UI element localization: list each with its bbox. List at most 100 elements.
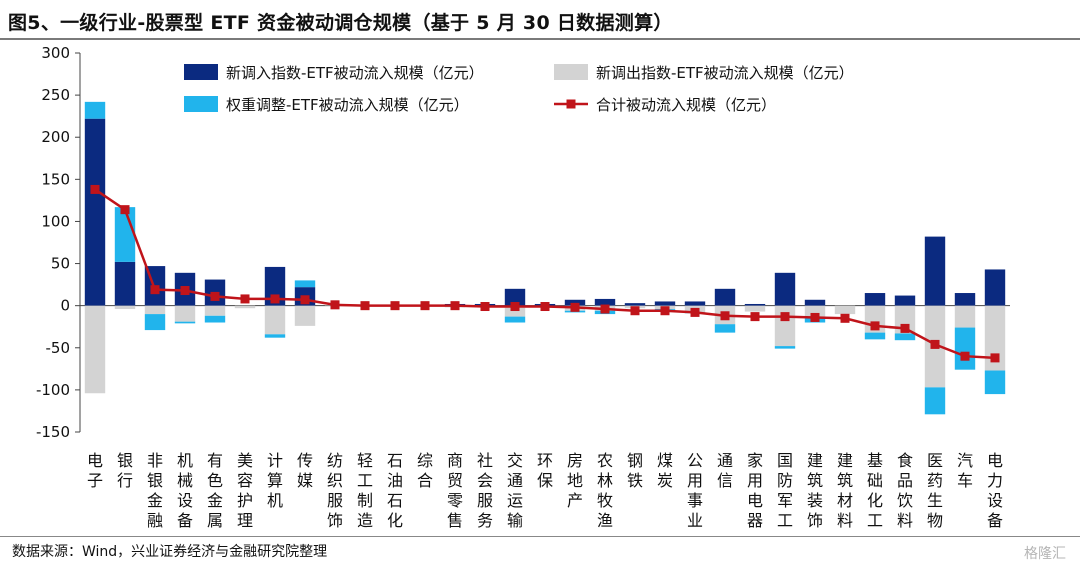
legend-swatch-new_out (554, 64, 588, 80)
category-label: 轻工制造 (357, 451, 373, 530)
legend-swatch-marker (566, 99, 576, 109)
bar-reweight (714, 324, 736, 333)
title-divider (0, 38, 1080, 40)
bar-new_out (234, 305, 256, 309)
bar-new_out (114, 305, 136, 310)
category-label: 有色金属 (207, 451, 223, 530)
bar-new_out (264, 305, 286, 335)
total-point (810, 312, 820, 322)
bar-new_in (84, 118, 106, 306)
category-label: 电力设备 (987, 451, 1003, 530)
y-tick-label: 300 (41, 44, 70, 62)
category-label: 医药生物 (927, 451, 943, 530)
category-label: 纺织服饰 (327, 451, 343, 530)
y-tick-label: -50 (46, 339, 71, 357)
total-point (540, 302, 550, 312)
total-point (300, 295, 310, 305)
category-label: 食品饮料 (897, 451, 913, 530)
category-label: 社会服务 (477, 451, 493, 530)
y-tick-label: -100 (36, 381, 70, 399)
total-point (750, 312, 760, 322)
bar-reweight (894, 333, 916, 341)
bar-new_in (804, 299, 826, 306)
bar-new_out (144, 305, 166, 315)
bar-new_in (954, 293, 976, 306)
category-label: 环保 (537, 451, 553, 490)
total-point (150, 285, 160, 295)
bar-new_out (834, 305, 856, 315)
legend-label: 新调出指数-ETF被动流入规模（亿元） (596, 64, 854, 82)
total-point (600, 304, 610, 314)
bar-reweight (264, 334, 286, 338)
category-label: 美容护理 (237, 451, 253, 530)
bar-new_out (984, 305, 1006, 371)
category-label: 国防军工 (777, 451, 793, 530)
watermark-text: 格隆汇 (1024, 546, 1066, 562)
bar-new_out (894, 305, 916, 334)
source-note: 数据来源：Wind，兴业证券经济与金融研究院整理 (12, 544, 328, 560)
bar-new_in (264, 266, 286, 306)
bar-new_out (204, 305, 226, 316)
bar-new_in (684, 301, 706, 306)
total-point (720, 311, 730, 321)
total-line (94, 188, 996, 360)
bar-new_in (594, 298, 616, 306)
bar-new_out (954, 305, 976, 328)
total-point (840, 313, 850, 323)
category-label: 机械设备 (177, 451, 193, 530)
y-tick-label: 0 (60, 297, 70, 315)
total-line-layer (90, 184, 1000, 363)
total-point (90, 184, 100, 194)
category-label: 建筑装饰 (807, 451, 823, 530)
total-point (780, 312, 790, 322)
bar-reweight (204, 315, 226, 323)
category-label: 钢铁 (627, 451, 643, 490)
category-label: 汽车 (957, 451, 973, 490)
total-point (390, 301, 400, 311)
total-point (360, 301, 370, 311)
total-point (570, 302, 580, 312)
category-label: 农林牧渔 (597, 451, 613, 530)
total-point (330, 300, 340, 310)
category-label: 电子 (87, 451, 103, 490)
bar-reweight (504, 316, 526, 323)
bar-new_out (744, 305, 766, 312)
category-label: 计算机 (267, 451, 283, 510)
bar-new_out (174, 305, 196, 322)
bar-reweight (774, 346, 796, 349)
bar-new_out (774, 305, 796, 347)
figure-title: 图5、一级行业-股票型 ETF 资金被动调仓规模（基于 5 月 30 日数据测算… (8, 12, 673, 34)
legend-label: 权重调整-ETF被动流入规模（亿元） (226, 96, 469, 114)
total-point (240, 294, 250, 304)
category-label: 交通运输 (507, 451, 523, 530)
legend-label: 合计被动流入规模（亿元） (596, 96, 776, 114)
bar-reweight (294, 280, 316, 288)
bar-new_out (294, 305, 316, 326)
bar-reweight (864, 332, 886, 340)
y-tick-label: 200 (41, 128, 70, 146)
category-label: 家用电器 (747, 451, 763, 530)
total-point (210, 291, 220, 301)
bar-new_in (624, 303, 646, 306)
bar-new_in (894, 295, 916, 306)
bar-new_out (84, 305, 106, 394)
legend-label: 新调入指数-ETF被动流入规模（亿元） (226, 64, 484, 82)
total-point (660, 306, 670, 316)
total-point (690, 307, 700, 317)
total-point (480, 302, 490, 312)
legend: 新调入指数-ETF被动流入规模（亿元） 新调出指数-ETF被动流入规模（亿元） 权重… (184, 64, 854, 114)
bar-reweight (174, 321, 196, 324)
category-label: 商贸零售 (447, 451, 463, 530)
bar-new_in (564, 299, 586, 306)
bar-new_in (924, 236, 946, 306)
bar-new_in (654, 301, 676, 306)
category-label: 公用事业 (687, 451, 703, 530)
y-tick-label: 150 (41, 170, 70, 188)
category-label: 非银金融 (147, 451, 163, 530)
total-point (870, 321, 880, 331)
category-label: 房地产 (567, 451, 583, 510)
legend-swatch-reweight (184, 96, 218, 112)
total-point (990, 353, 1000, 363)
category-label: 石油石化 (387, 451, 403, 530)
bar-new_in (984, 269, 1006, 306)
